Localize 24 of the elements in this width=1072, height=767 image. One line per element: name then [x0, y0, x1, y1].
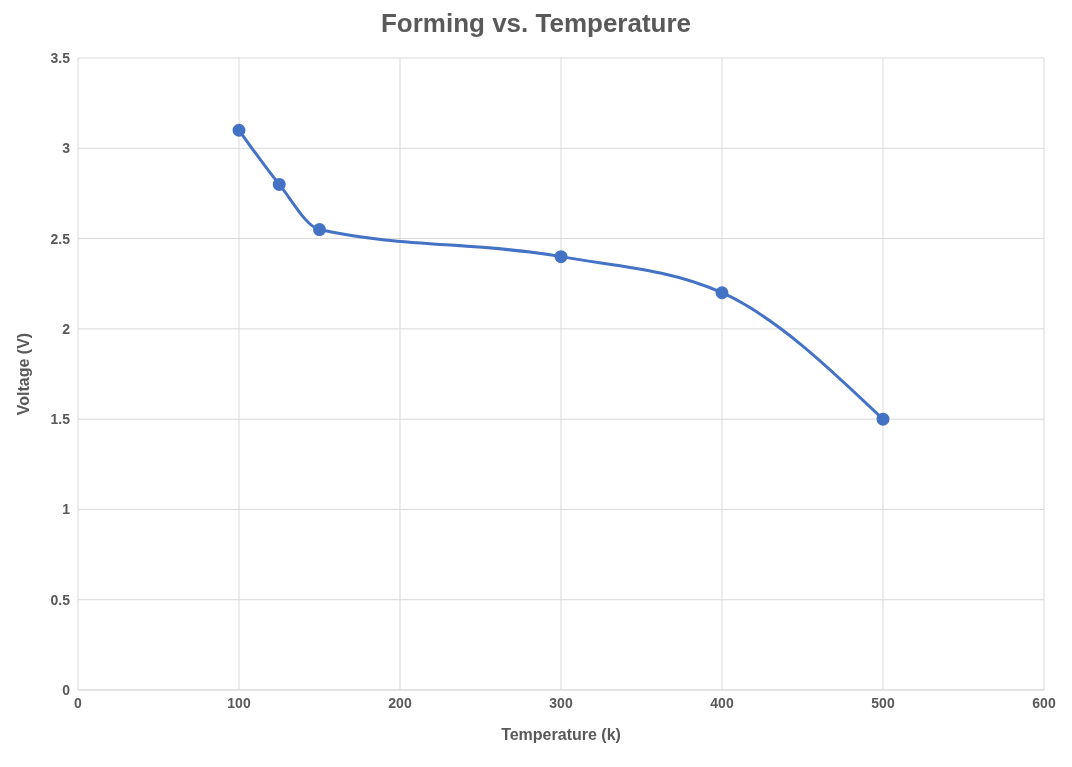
y-tick-label: 2: [62, 320, 71, 337]
y-axis-title: Voltage (V): [14, 332, 32, 416]
x-tick-label: 200: [388, 694, 412, 711]
y-tick-label: 1: [62, 501, 71, 518]
point: [554, 250, 568, 264]
x-tick-label: 400: [710, 694, 734, 711]
point: [272, 177, 286, 191]
x-tick-label: 500: [871, 694, 895, 711]
x-tick-label: 0: [74, 694, 83, 711]
y-tick-label: 2.5: [50, 230, 71, 247]
y-tick-label: 0.5: [50, 591, 71, 608]
x-axis-title: Temperature (k): [501, 726, 621, 743]
point: [876, 412, 890, 426]
x-tick-label: 100: [227, 694, 251, 711]
point: [313, 223, 326, 237]
chart-title: Forming vs. Temperature: [379, 8, 693, 40]
x-tick-label: 600: [1032, 694, 1056, 711]
point: [232, 123, 246, 137]
point: [715, 286, 729, 300]
x-tick-label: 300: [549, 694, 573, 711]
y-tick-label: 1.5: [50, 411, 71, 428]
y-tick-label: 0: [62, 681, 71, 698]
y-tick-label: 3: [62, 140, 71, 157]
y-tick-label: 3.5: [50, 49, 71, 66]
